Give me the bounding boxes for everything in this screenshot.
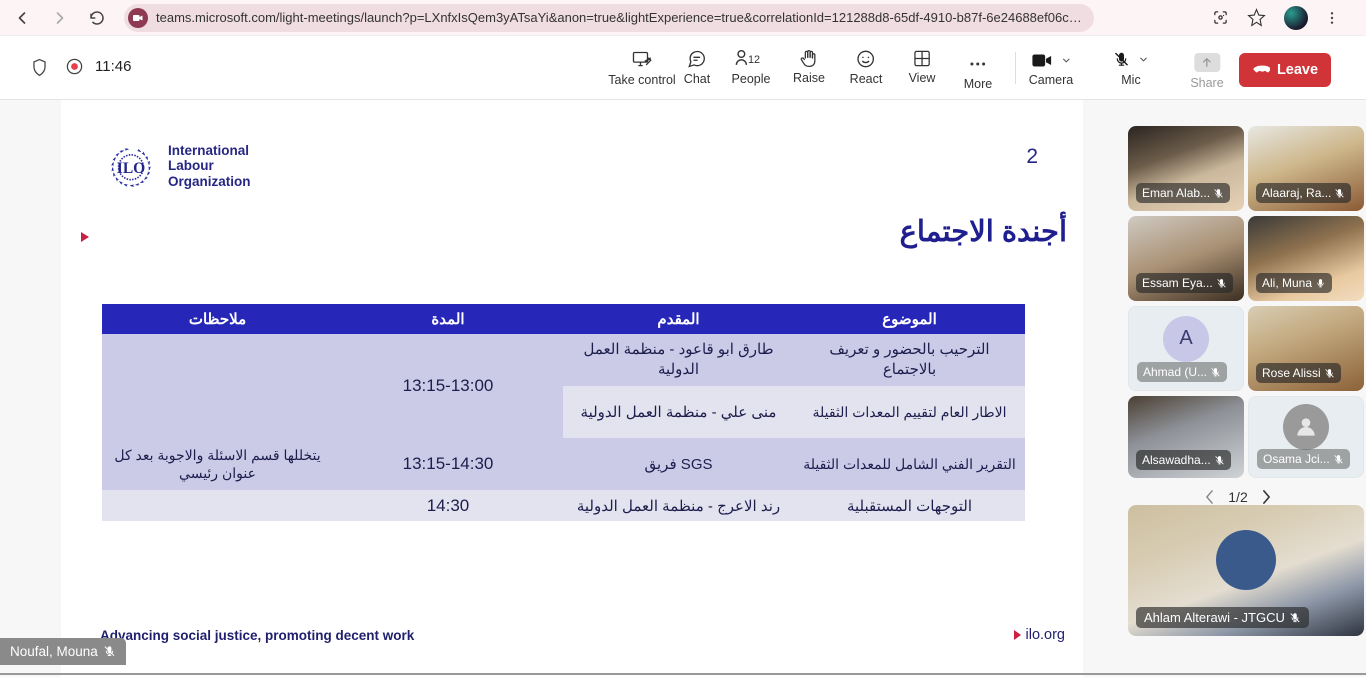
- svg-text:ILO: ILO: [117, 160, 145, 177]
- svg-text:12: 12: [749, 54, 761, 66]
